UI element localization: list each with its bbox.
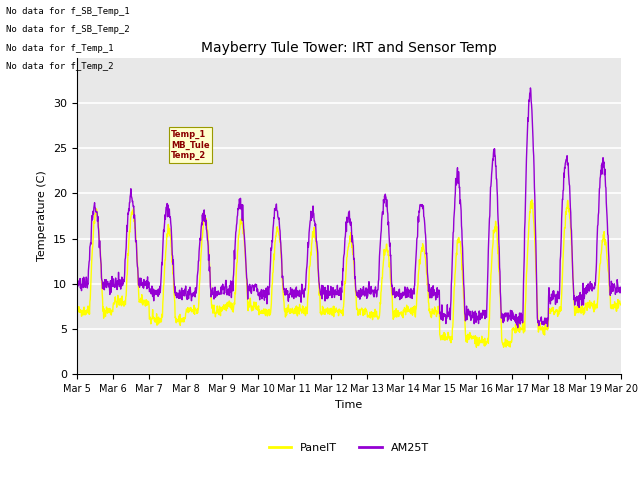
Text: No data for f_SB_Temp_2: No data for f_SB_Temp_2 (6, 25, 130, 35)
AM25T (514, 325, 522, 331)
AM25T (527, 85, 534, 91)
Text: No data for f_Temp_2: No data for f_Temp_2 (6, 62, 114, 71)
Title: Mayberry Tule Tower: IRT and Sensor Temp: Mayberry Tule Tower: IRT and Sensor Temp (201, 41, 497, 55)
AM25T (115, 280, 123, 286)
PanelT (325, 307, 333, 312)
AM25T (73, 278, 81, 284)
PanelT (137, 295, 145, 301)
AM25T (315, 278, 323, 284)
PanelT (472, 344, 480, 350)
PanelT (315, 275, 323, 281)
PanelT (304, 297, 312, 302)
AM25T (304, 250, 312, 256)
AM25T (383, 204, 390, 209)
PanelT (383, 241, 390, 247)
PanelT (528, 197, 536, 203)
Line: PanelT: PanelT (77, 200, 621, 347)
AM25T (617, 286, 625, 292)
PanelT (115, 299, 123, 305)
Line: AM25T: AM25T (77, 88, 621, 328)
Text: No data for f_SB_Temp_1: No data for f_SB_Temp_1 (6, 7, 130, 16)
Text: No data for f_Temp_1: No data for f_Temp_1 (6, 44, 114, 53)
Legend: PanelT, AM25T: PanelT, AM25T (264, 439, 433, 457)
AM25T (325, 289, 333, 295)
Text: Temp_1
MB_Tule
Temp_2: Temp_1 MB_Tule Temp_2 (172, 130, 210, 160)
Y-axis label: Temperature (C): Temperature (C) (37, 170, 47, 262)
PanelT (73, 307, 81, 312)
PanelT (617, 302, 625, 308)
AM25T (137, 276, 145, 281)
X-axis label: Time: Time (335, 400, 362, 409)
